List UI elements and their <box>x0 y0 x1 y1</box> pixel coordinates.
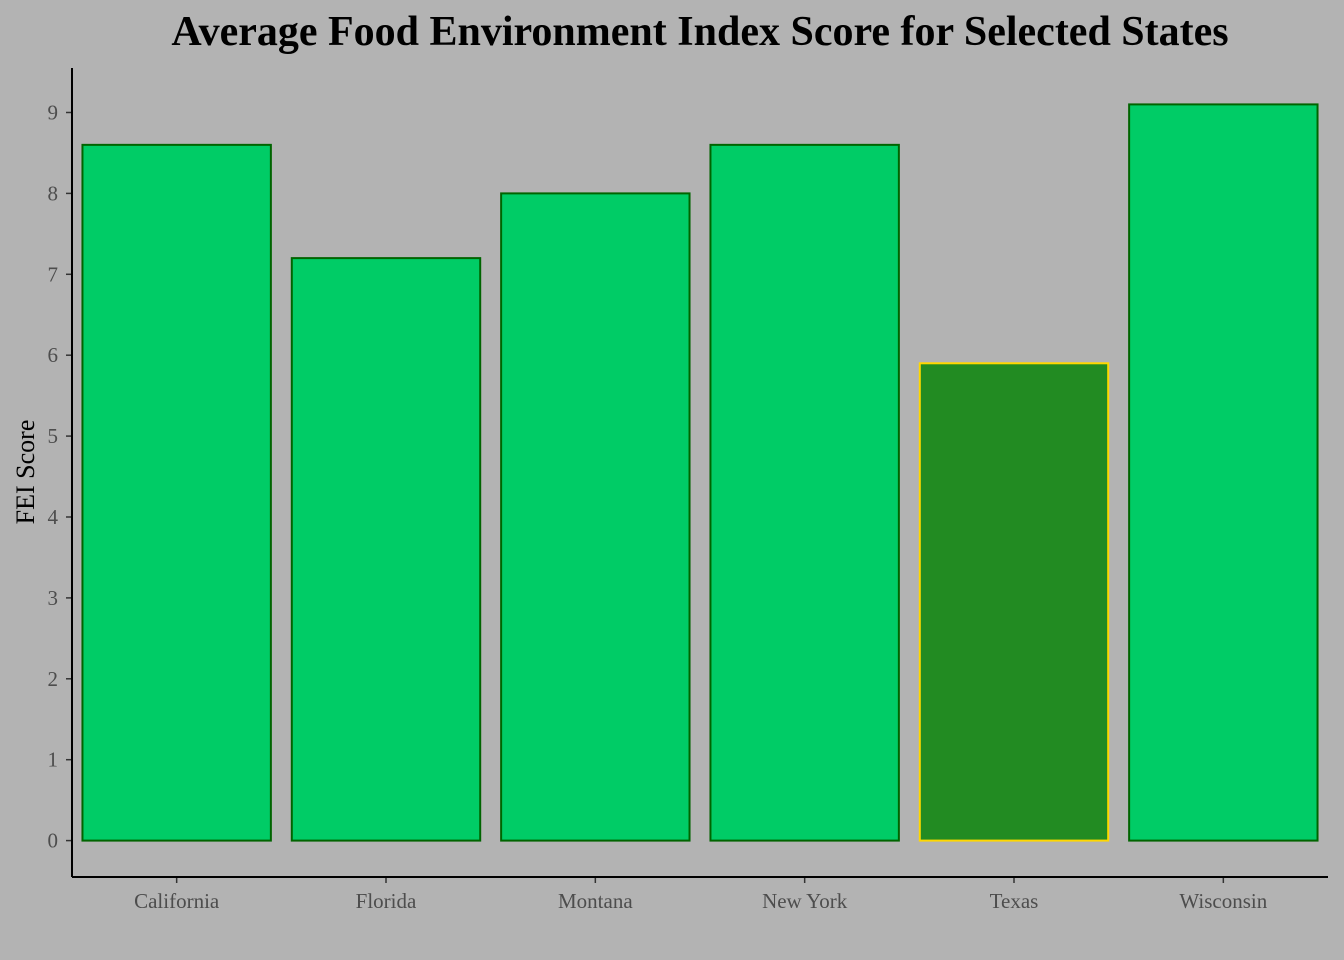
x-tick-label-new-york: New York <box>762 889 848 913</box>
y-axis-label: FEI Score <box>11 420 40 525</box>
y-tick-label-6: 6 <box>48 343 59 367</box>
bar-florida <box>290 257 482 842</box>
bar-wisconsin <box>1128 103 1319 842</box>
x-ticks-group: California Florida Montana New York Texas Wis… <box>134 877 1268 913</box>
y-tick-label-7: 7 <box>48 262 59 286</box>
bar-montana <box>500 192 691 842</box>
y-tick-label-4: 4 <box>48 505 59 529</box>
x-tick-label-montana: Montana <box>558 889 633 913</box>
y-tick-label-9: 9 <box>48 100 59 124</box>
x-tick-label-florida: Florida <box>356 889 417 913</box>
chart-title: Average Food Environment Index Score for… <box>171 9 1228 55</box>
bars-group <box>81 103 1319 842</box>
y-tick-label-8: 8 <box>48 181 59 205</box>
bar-california <box>81 143 272 842</box>
y-tick-label-0: 0 <box>48 829 59 853</box>
x-tick-label-california: California <box>134 889 220 913</box>
y-tick-label-5: 5 <box>48 424 59 448</box>
x-tick-label-texas: Texas <box>990 889 1039 913</box>
y-tick-label-1: 1 <box>48 748 59 772</box>
bar-new-york <box>709 143 900 842</box>
y-tick-label-2: 2 <box>48 667 59 691</box>
x-tick-label-wisconsin: Wisconsin <box>1179 889 1267 913</box>
bar-texas <box>918 362 1110 842</box>
y-tick-label-3: 3 <box>48 586 59 610</box>
y-ticks-group: 0 1 2 3 4 5 6 7 8 9 <box>48 100 72 853</box>
